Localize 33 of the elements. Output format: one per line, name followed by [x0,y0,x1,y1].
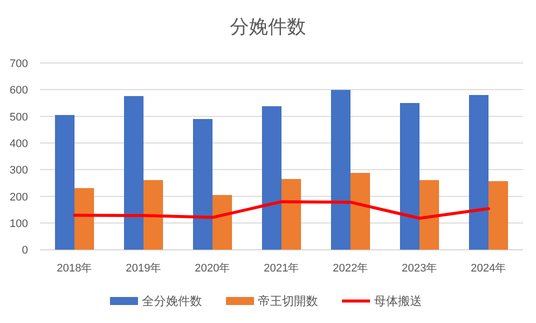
bar [350,172,370,250]
bar [420,180,439,250]
legend-label: 母体搬送 [374,294,422,308]
y-tick-label: 0 [22,244,28,257]
x-tick-label: 2021年 [264,262,300,275]
y-tick-label: 700 [10,58,28,70]
bar [124,96,144,250]
legend-label: 全分娩件数 [142,294,202,308]
bar [488,181,508,250]
x-tick-label: 2019年 [126,262,162,275]
chart-title: 分娩件数 [230,17,306,38]
x-tick-label: 2022年 [332,262,368,275]
y-tick-label: 500 [10,111,28,124]
y-tick-label: 200 [10,191,28,204]
y-tick-label: 400 [10,138,28,150]
bar [469,95,488,250]
y-tick-label: 600 [10,84,28,97]
x-tick-label: 2020年 [194,262,230,275]
bar [282,179,301,250]
bar [193,119,212,250]
bar [331,90,350,250]
bar [212,195,232,250]
bar [400,103,420,250]
bar [262,106,282,250]
x-tick-label: 2023年 [402,262,438,275]
y-tick-label: 100 [10,218,28,230]
legend-label: 帝王切開数 [258,294,318,308]
y-tick-label: 300 [10,164,28,177]
bar [55,115,74,250]
x-tick-label: 2024年 [470,262,506,275]
x-tick-label: 2018年 [56,262,92,275]
bar [144,180,163,250]
bar [74,188,94,250]
